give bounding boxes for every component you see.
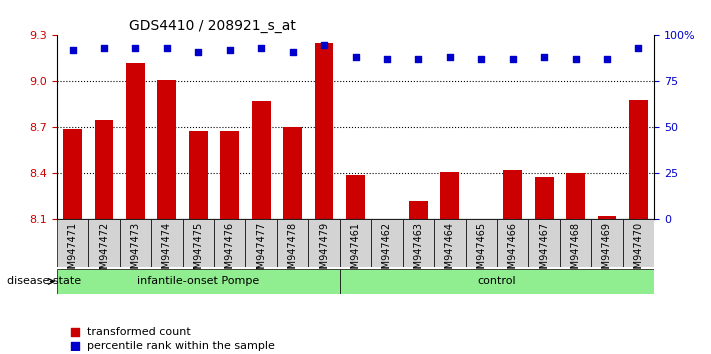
Text: GSM947476: GSM947476: [225, 222, 235, 281]
Text: GSM947465: GSM947465: [476, 222, 486, 281]
Text: GSM947477: GSM947477: [256, 222, 266, 281]
FancyBboxPatch shape: [434, 219, 466, 267]
Text: GSM947468: GSM947468: [570, 222, 581, 281]
Point: [633, 45, 644, 51]
Text: control: control: [478, 276, 516, 286]
FancyBboxPatch shape: [340, 219, 371, 267]
Bar: [283, 127, 302, 219]
FancyBboxPatch shape: [277, 219, 309, 267]
FancyBboxPatch shape: [402, 219, 434, 267]
Point: [255, 45, 267, 51]
Bar: [409, 201, 428, 219]
Point: [350, 55, 361, 60]
FancyBboxPatch shape: [497, 219, 528, 267]
Point: [161, 45, 173, 51]
FancyBboxPatch shape: [528, 219, 560, 267]
FancyBboxPatch shape: [214, 219, 245, 267]
FancyBboxPatch shape: [340, 269, 654, 294]
Text: percentile rank within the sample: percentile rank within the sample: [87, 341, 274, 351]
Text: GSM947479: GSM947479: [319, 222, 329, 281]
FancyBboxPatch shape: [88, 219, 119, 267]
FancyBboxPatch shape: [183, 219, 214, 267]
FancyBboxPatch shape: [466, 219, 497, 267]
FancyBboxPatch shape: [57, 219, 88, 267]
Bar: [95, 120, 114, 219]
Point: [130, 45, 141, 51]
Bar: [157, 80, 176, 219]
FancyBboxPatch shape: [119, 219, 151, 267]
Text: GSM947467: GSM947467: [539, 222, 549, 281]
Text: GSM947466: GSM947466: [508, 222, 518, 281]
Text: GSM947461: GSM947461: [351, 222, 360, 281]
FancyBboxPatch shape: [623, 219, 654, 267]
Point: [570, 57, 581, 62]
Point: [319, 42, 330, 47]
Point: [224, 47, 235, 53]
Text: infantile-onset Pompe: infantile-onset Pompe: [137, 276, 260, 286]
Text: disease state: disease state: [7, 276, 81, 286]
Bar: [629, 100, 648, 219]
Point: [538, 55, 550, 60]
Point: [507, 57, 518, 62]
Text: GSM947469: GSM947469: [602, 222, 612, 281]
Point: [98, 45, 109, 51]
Text: GSM947473: GSM947473: [130, 222, 141, 281]
FancyBboxPatch shape: [245, 219, 277, 267]
FancyBboxPatch shape: [57, 269, 340, 294]
FancyBboxPatch shape: [151, 219, 183, 267]
Bar: [252, 101, 271, 219]
Point: [602, 57, 613, 62]
Text: transformed count: transformed count: [87, 327, 191, 337]
Point: [444, 55, 456, 60]
Text: GSM947471: GSM947471: [68, 222, 77, 281]
Point: [287, 49, 299, 55]
Bar: [503, 170, 522, 219]
Text: GDS4410 / 208921_s_at: GDS4410 / 208921_s_at: [129, 19, 296, 33]
Text: GSM947463: GSM947463: [413, 222, 423, 281]
Bar: [63, 129, 82, 219]
Point: [513, 166, 524, 172]
Bar: [535, 177, 554, 219]
Bar: [346, 175, 365, 219]
Text: GSM947478: GSM947478: [288, 222, 298, 281]
Bar: [220, 131, 239, 219]
Point: [381, 57, 392, 62]
FancyBboxPatch shape: [560, 219, 592, 267]
Bar: [566, 173, 585, 219]
Text: GSM947470: GSM947470: [634, 222, 643, 281]
FancyBboxPatch shape: [309, 219, 340, 267]
Point: [412, 57, 424, 62]
Point: [193, 49, 204, 55]
Text: GSM947474: GSM947474: [162, 222, 172, 281]
Point: [513, 295, 524, 301]
Text: GSM947475: GSM947475: [193, 222, 203, 281]
Text: GSM947462: GSM947462: [382, 222, 392, 281]
Text: GSM947464: GSM947464: [445, 222, 455, 281]
FancyBboxPatch shape: [592, 219, 623, 267]
Bar: [189, 131, 208, 219]
Bar: [315, 43, 333, 219]
Text: GSM947472: GSM947472: [99, 222, 109, 281]
Bar: [597, 216, 616, 219]
Point: [476, 57, 487, 62]
Point: [67, 47, 78, 53]
FancyBboxPatch shape: [371, 219, 402, 267]
Bar: [126, 63, 145, 219]
Bar: [440, 172, 459, 219]
